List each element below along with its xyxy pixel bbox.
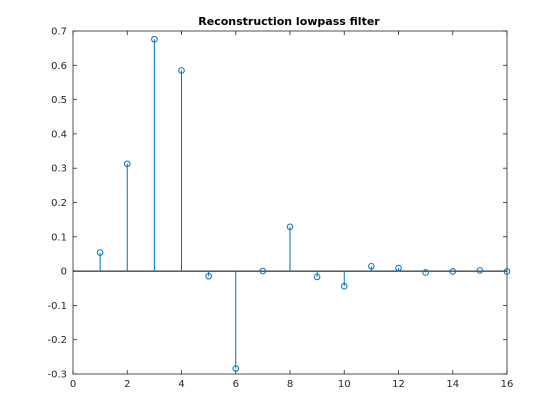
axes-box bbox=[72, 30, 508, 375]
y-tick-label: -0.2 bbox=[47, 335, 67, 346]
stem-marker bbox=[259, 267, 267, 275]
stem-marker bbox=[340, 282, 348, 290]
y-tick-label: 0.5 bbox=[51, 95, 67, 106]
stem-marker bbox=[422, 269, 429, 276]
stem-marker bbox=[503, 268, 511, 275]
y-tick-label: 0.1 bbox=[51, 232, 67, 243]
x-tick-label: 14 bbox=[446, 379, 459, 390]
y-tick-label: 0.3 bbox=[51, 164, 67, 175]
stem-marker bbox=[313, 273, 321, 281]
y-tick-label: -0.3 bbox=[47, 370, 67, 381]
x-tick-label: 4 bbox=[178, 379, 184, 390]
y-tick-label: 0.2 bbox=[51, 198, 67, 209]
x-tick-label: 6 bbox=[233, 379, 239, 390]
stem-marker bbox=[178, 67, 185, 74]
stem-marker bbox=[286, 223, 294, 231]
y-tick-label: 0.7 bbox=[51, 27, 67, 38]
stem-marker bbox=[449, 268, 457, 275]
x-tick-label: 12 bbox=[392, 379, 405, 390]
y-tick-label: 0.6 bbox=[51, 61, 67, 72]
plot-area: 0 2 4 6 8 10 12 14 16 -0.3 -0.2 -0.1 0 0.1 0.2 0.3 0.4 0.… bbox=[47, 27, 513, 391]
stem-marker bbox=[123, 160, 131, 168]
stem-marker bbox=[232, 365, 240, 372]
x-tick-label: 2 bbox=[124, 379, 130, 390]
stem-marker bbox=[151, 35, 158, 43]
stem-marker bbox=[395, 264, 402, 272]
x-tick-label: 0 bbox=[70, 379, 76, 390]
stem-marker bbox=[476, 267, 484, 274]
chart-title: Reconstruction lowpass filter bbox=[198, 15, 380, 28]
x-tick-label: 16 bbox=[501, 379, 514, 390]
stem-marker bbox=[205, 272, 212, 280]
stem-marker bbox=[368, 262, 375, 270]
x-tick-label: 8 bbox=[287, 379, 293, 390]
y-tick-label: 0 bbox=[61, 267, 67, 278]
x-tick-label: 10 bbox=[338, 379, 351, 390]
y-tick-label: -0.1 bbox=[47, 301, 67, 312]
stem-marker bbox=[96, 249, 104, 256]
y-tick-label: 0.4 bbox=[51, 129, 67, 140]
